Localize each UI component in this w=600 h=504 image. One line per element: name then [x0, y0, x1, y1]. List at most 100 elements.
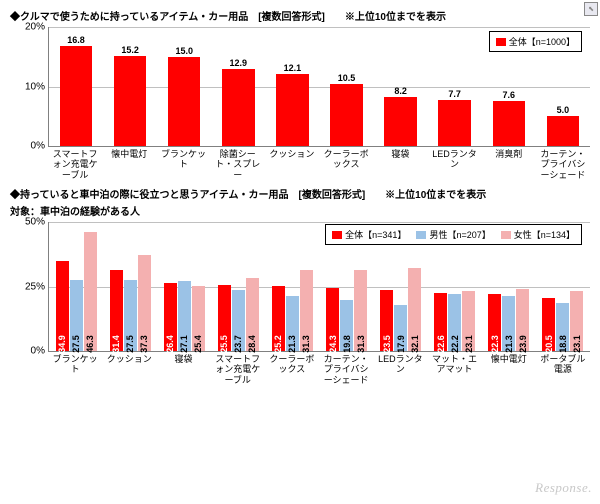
bar: 21.3 [286, 296, 299, 351]
bar: 20.5 [542, 298, 555, 351]
bar: 28.4 [246, 278, 259, 351]
bar: 23.5 [380, 290, 393, 351]
bar: 31.3 [300, 270, 313, 351]
corner-expand-icon[interactable]: ⬉ [584, 2, 598, 16]
bar-value-label: 46.3 [85, 335, 95, 353]
chart2-section: ◆持っていると車中泊の際に役立つと思うアイテム・カー用品 [複数回答形式] ※上… [0, 182, 600, 387]
bar-value-label: 12.9 [230, 58, 248, 68]
bar-value-label: 31.3 [301, 335, 311, 353]
bar-value-label: 22.6 [436, 335, 446, 353]
bar-group: 8.2 [374, 27, 428, 146]
x-tick-label: LEDランタン [427, 147, 481, 180]
x-tick-label: カーテン・プライバシーシェード [536, 147, 590, 180]
chart1-area: 全体【n=1000】 0%10%20%16.815.215.012.912.11… [10, 27, 590, 180]
bar-value-label: 23.5 [382, 335, 392, 353]
bar-group: 12.9 [211, 27, 265, 146]
bar: 7.7 [438, 100, 470, 146]
bar-value-label: 20.5 [544, 335, 554, 353]
x-tick-label: クーラーボックス [319, 147, 373, 180]
bar: 32.1 [408, 268, 421, 351]
y-tick-label: 50% [25, 217, 49, 228]
bar: 16.8 [60, 46, 92, 146]
x-tick-label: ブランケット [48, 352, 102, 385]
bar-value-label: 23.1 [464, 335, 474, 353]
bar: 5.0 [547, 116, 579, 146]
chart2-x-labels: ブランケットクッション寝袋スマートフォン充電ケーブルクーラーボックスカーテン・プ… [48, 352, 590, 385]
bar-value-label: 25.5 [219, 335, 229, 353]
bar-value-label: 27.1 [179, 335, 189, 353]
bar-group: 34.9 27.5 46.3 [49, 222, 103, 351]
bar: 27.1 [178, 281, 191, 351]
bar-group: 20.5 18.8 23.1 [536, 222, 590, 351]
watermark-logo: Response. [535, 480, 592, 496]
x-tick-label: ポータブル電源 [536, 352, 590, 385]
bar: 24.3 [326, 288, 339, 351]
bar: 12.9 [222, 69, 254, 146]
bar-value-label: 8.2 [394, 86, 407, 96]
bar-value-label: 31.4 [111, 335, 121, 353]
bar-value-label: 23.7 [233, 335, 243, 353]
bar-value-label: 22.3 [490, 335, 500, 353]
bar-value-label: 16.8 [67, 35, 85, 45]
chart1-title: ◆クルマで使うために持っているアイテム・カー用品 [複数回答形式] ※上位10位… [10, 8, 590, 23]
bar-value-label: 15.2 [121, 45, 139, 55]
bar-value-label: 24.3 [328, 335, 338, 353]
bar: 27.5 [70, 280, 83, 351]
x-tick-label: クーラーボックス [265, 352, 319, 385]
bar: 21.3 [502, 296, 515, 351]
bar-value-label: 23.1 [572, 335, 582, 353]
bar-value-label: 12.1 [284, 63, 302, 73]
bar: 15.2 [114, 56, 146, 146]
y-tick-label: 0% [31, 346, 49, 357]
bar-value-label: 18.8 [558, 335, 568, 353]
bar-value-label: 32.1 [410, 335, 420, 353]
x-tick-label: 寝袋 [156, 352, 210, 385]
bar: 22.2 [448, 294, 461, 351]
y-tick-label: 0% [31, 141, 49, 152]
bar-value-label: 19.8 [342, 335, 352, 353]
bar: 23.7 [232, 290, 245, 351]
bar: 22.3 [488, 294, 501, 352]
bar-value-label: 17.9 [396, 335, 406, 353]
bar-value-label: 27.5 [71, 335, 81, 353]
bar-value-label: 25.4 [193, 335, 203, 353]
bar: 25.4 [192, 286, 205, 352]
bar-group: 15.0 [157, 27, 211, 146]
bar: 10.5 [330, 84, 362, 146]
x-tick-label: スマートフォン充電ケーブル [211, 352, 265, 385]
bar-group: 25.221.3 31.3 [265, 222, 319, 351]
bar-value-label: 21.3 [287, 335, 297, 353]
bar-value-label: 15.0 [175, 46, 193, 56]
bar: 23.1 [570, 291, 583, 351]
bar-value-label: 21.3 [504, 335, 514, 353]
bar: 17.9 [394, 305, 407, 351]
bar: 23.9 [516, 289, 529, 351]
bar-group: 23.5 17.9 32.1 [374, 222, 428, 351]
x-tick-label: ブランケット [156, 147, 210, 180]
bar: 15.0 [168, 57, 200, 146]
bar-group: 5.0 [536, 27, 590, 146]
x-tick-label: クッション [265, 147, 319, 180]
bar: 25.5 [218, 285, 231, 351]
bar-group: 22.622.223.1 [428, 222, 482, 351]
x-tick-label: 寝袋 [373, 147, 427, 180]
bar: 26.4 [164, 283, 177, 351]
bar-group: 26.4 27.1 25.4 [157, 222, 211, 351]
bar-value-label: 10.5 [338, 73, 356, 83]
x-tick-label: 除菌シート・スプレー [211, 147, 265, 180]
y-tick-label: 20% [25, 22, 49, 33]
bar-value-label: 34.9 [57, 335, 67, 353]
bar-group: 31.427.537.3 [103, 222, 157, 351]
bar-group: 22.3 21.323.9 [482, 222, 536, 351]
bar: 7.6 [493, 101, 525, 146]
bar-group: 25.5 23.728.4 [211, 222, 265, 351]
chart2-title-line1: ◆持っていると車中泊の際に役立つと思うアイテム・カー用品 [複数回答形式] ※上… [10, 186, 590, 201]
bar-value-label: 7.6 [503, 90, 516, 100]
bar-value-label: 26.4 [165, 335, 175, 353]
x-tick-label: 懐中電灯 [102, 147, 156, 180]
chart2-title-line2: 対象：車中泊の経験がある人 [10, 203, 590, 218]
bar: 25.2 [272, 286, 285, 351]
bar-value-label: 5.0 [557, 105, 570, 115]
x-tick-label: 懐中電灯 [482, 352, 536, 385]
bar-value-label: 27.5 [125, 335, 135, 353]
